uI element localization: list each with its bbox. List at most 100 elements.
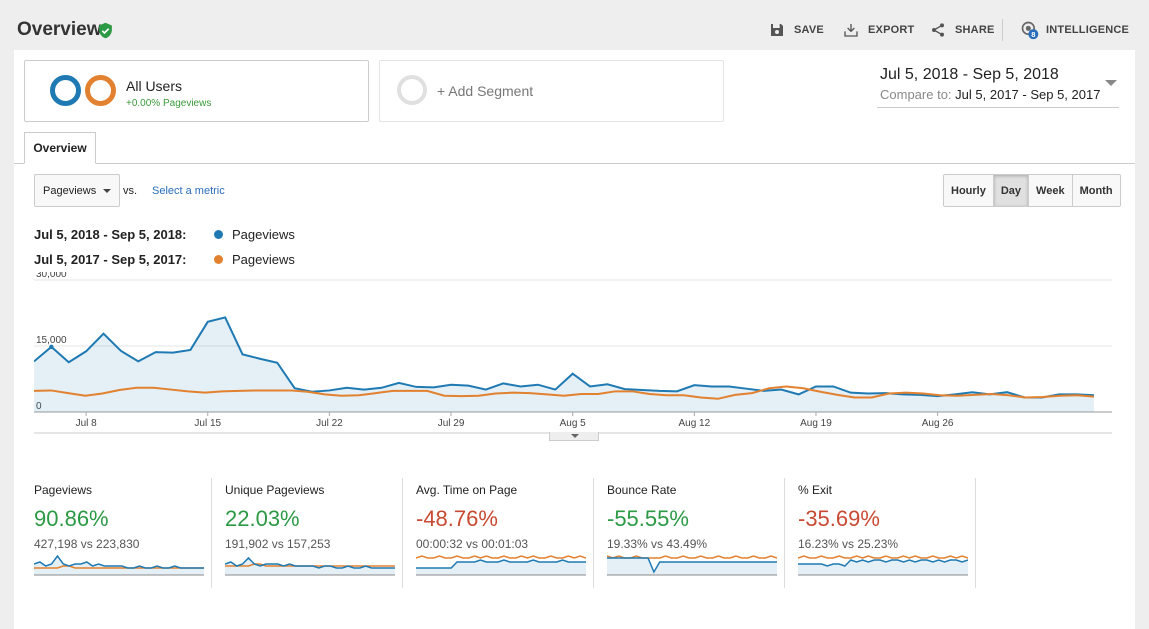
- export-icon: [844, 24, 858, 37]
- scorecard-sparkline: [798, 555, 968, 576]
- intelligence-label: INTELLIGENCE: [1046, 24, 1130, 36]
- vs-label: vs.: [123, 185, 138, 197]
- metric-select[interactable]: Pageviews: [34, 174, 120, 207]
- scorecard-avg-time-on-page[interactable]: Avg. Time on Page -48.76% 00:00:32 vs 00:0…: [416, 478, 594, 588]
- select-metric-link[interactable]: Select a metric: [152, 185, 225, 197]
- export-button[interactable]: EXPORT: [843, 20, 914, 40]
- share-button[interactable]: SHARE: [930, 20, 995, 40]
- sparkline-current: [798, 559, 968, 567]
- segment-name: All Users: [126, 78, 183, 94]
- granularity-day[interactable]: Day: [993, 175, 1030, 206]
- scorecard-label: Pageviews: [34, 483, 93, 497]
- share-icon: [932, 23, 944, 37]
- legend-current-dot: [214, 229, 223, 239]
- x-tick-label: Jul 22: [316, 418, 343, 429]
- sparkline-previous: [34, 565, 204, 569]
- scorecard-unique-pageviews[interactable]: Unique Pageviews 22.03% 191,902 vs 157,253: [225, 478, 403, 588]
- scorecard-sparkline: [416, 555, 586, 576]
- caret-down-icon: [571, 434, 579, 438]
- legend-current: Jul 5, 2018 - Sep 5, 2018: Pageviews: [34, 226, 295, 242]
- scorecard-label: % Exit: [798, 483, 833, 497]
- series-line-1: [34, 385, 1095, 400]
- share-label: SHARE: [955, 24, 995, 36]
- save-button[interactable]: SAVE: [769, 20, 824, 40]
- intelligence-badge: 8: [1031, 30, 1035, 39]
- toolbar-divider: [1002, 19, 1003, 41]
- granularity-toggle: Hourly Day Week Month: [943, 174, 1121, 207]
- sparkline-area: [34, 556, 204, 575]
- scorecard-bounce-rate[interactable]: Bounce Rate -55.55% 19.33% vs 43.49%: [607, 478, 785, 588]
- x-tick-label: Aug 5: [560, 418, 587, 429]
- chart-expand-toggle[interactable]: [549, 432, 599, 441]
- scorecard-label: Unique Pageviews: [225, 483, 325, 497]
- scorecard-sparkline: [225, 556, 395, 576]
- intelligence-icon: 8: [1021, 21, 1039, 40]
- sparkline-current: [34, 554, 204, 569]
- add-segment-label: + Add Segment: [437, 83, 534, 99]
- x-tick-label: Jul 15: [194, 418, 221, 429]
- date-range-picker[interactable]: Jul 5, 2018 - Sep 5, 2018 Compare to: Ju…: [877, 64, 1119, 108]
- scorecard-comparison: 19.33% vs 43.49%: [607, 537, 708, 551]
- scorecard-comparison: 191,902 vs 157,253: [225, 537, 331, 551]
- scorecard-label: Avg. Time on Page: [416, 483, 518, 497]
- series-area-0: [34, 317, 1094, 412]
- legend-compare-metric: Pageviews: [232, 251, 295, 267]
- x-tick-label: Aug 19: [800, 418, 832, 429]
- scorecard-comparison: 427,198 vs 223,830: [34, 537, 140, 551]
- date-range-main: Jul 5, 2018 - Sep 5, 2018: [880, 66, 1059, 83]
- granularity-month[interactable]: Month: [1079, 185, 1113, 197]
- y-tick-label: 15,000: [36, 335, 67, 346]
- scorecard-label: Bounce Rate: [607, 483, 677, 497]
- segment-all-users[interactable]: All Users +0.00% Pageviews: [24, 60, 369, 122]
- scorecard-change: 90.86%: [34, 506, 109, 531]
- report-panel: All Users +0.00% Pageviews + Add Segment…: [14, 50, 1135, 629]
- intelligence-button[interactable]: 8 INTELLIGENCE: [1020, 20, 1129, 40]
- legend-compare-range: Jul 5, 2017 - Sep 5, 2017:: [34, 251, 187, 267]
- top-bar: Overview SAVE EXPORT SHARE 8 INTELLIGENC…: [0, 0, 1149, 54]
- sparkline-previous: [607, 555, 777, 559]
- granularity-week[interactable]: Week: [1029, 175, 1073, 206]
- sparkline-area: [416, 560, 586, 575]
- x-tick-label: Aug 12: [678, 418, 710, 429]
- sparkline-current: [416, 559, 586, 569]
- page-title: Overview: [17, 19, 102, 40]
- scorecard-change: 22.03%: [225, 506, 300, 531]
- segment-ring-current-icon: [50, 75, 81, 106]
- segment-ring-compare-icon: [85, 75, 116, 106]
- chevron-down-icon: [1105, 80, 1117, 86]
- scorecard-pageviews[interactable]: Pageviews 90.86% 427,198 vs 223,830: [34, 478, 212, 588]
- scorecard-change: -55.55%: [607, 506, 689, 531]
- caret-down-icon: [103, 189, 111, 193]
- legend-current-metric: Pageviews: [232, 226, 295, 242]
- compare-value: Jul 5, 2017 - Sep 5, 2017: [955, 87, 1101, 102]
- empty-segment-ring-icon: [397, 75, 427, 105]
- sparkline-previous: [416, 555, 586, 559]
- sparkline-current: [607, 557, 777, 574]
- series-point: [49, 344, 54, 350]
- verified-shield-icon: [99, 22, 112, 39]
- y-tick-label: 30,000: [36, 272, 67, 280]
- scorecard-exit[interactable]: % Exit -35.69% 16.23% vs 25.23%: [798, 478, 976, 588]
- add-segment-button[interactable]: + Add Segment: [379, 60, 724, 122]
- compare-label: Compare to:: [880, 87, 952, 102]
- scorecard-comparison: 00:00:32 vs 00:01:03: [416, 537, 529, 551]
- scorecard-comparison: 16.23% vs 25.23%: [798, 537, 899, 551]
- granularity-hourly[interactable]: Hourly: [944, 175, 994, 206]
- export-label: EXPORT: [868, 24, 915, 36]
- scorecard-change: -48.76%: [416, 506, 498, 531]
- sparkline-current: [225, 556, 395, 569]
- y-tick-label: 0: [36, 401, 42, 412]
- scorecard-sparkline: [607, 555, 777, 576]
- tab-overview[interactable]: Overview: [24, 132, 96, 164]
- sparkline-previous: [798, 555, 968, 559]
- tab-bar-line: [14, 163, 1135, 164]
- series-line-0: [34, 316, 1095, 399]
- save-label: SAVE: [794, 24, 824, 36]
- metric-select-value: Pageviews: [43, 185, 97, 197]
- date-range-compare: Compare to: Jul 5, 2017 - Sep 5, 2017: [880, 87, 1100, 102]
- x-tick-label: Jul 29: [438, 418, 465, 429]
- pageviews-line-chart[interactable]: 30,000 15,000 0 Jul 8 Jul 15 Jul 22 Jul 29 Aug …: [34, 272, 1114, 434]
- legend-compare: Jul 5, 2017 - Sep 5, 2017: Pageviews: [34, 251, 295, 267]
- sparkline-area: [798, 560, 968, 575]
- legend-current-range: Jul 5, 2018 - Sep 5, 2018:: [34, 226, 187, 242]
